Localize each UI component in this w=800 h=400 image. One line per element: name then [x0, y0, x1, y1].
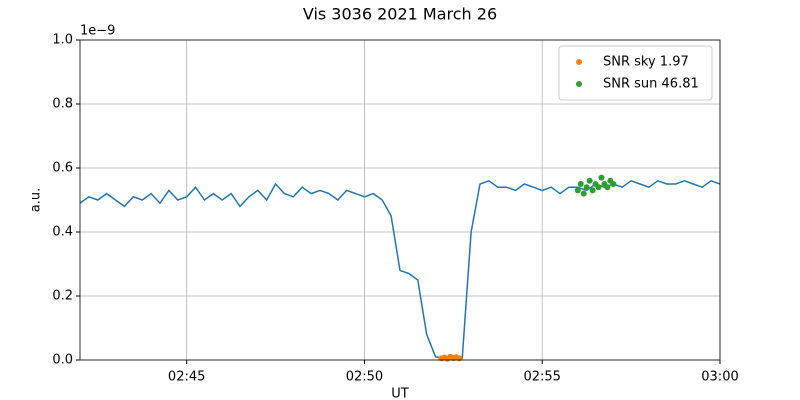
x-tick-label: 02:45 — [168, 370, 205, 385]
x-tick-label: 02:50 — [346, 370, 383, 385]
plot-frame — [79, 39, 721, 361]
data-point — [610, 181, 617, 187]
x-tick-label: 02:55 — [523, 370, 560, 385]
y-axis-label: a.u. — [29, 188, 44, 212]
data-point — [589, 187, 596, 194]
data-point — [595, 184, 602, 191]
y-tick-label: 1.0 — [52, 33, 73, 48]
data-point — [574, 187, 581, 194]
data-point — [577, 181, 584, 187]
data-point — [598, 174, 605, 181]
data-point — [604, 184, 611, 191]
x-axis-label: UT — [391, 387, 409, 400]
y-tick-label: 0.6 — [52, 161, 73, 176]
legend-marker — [576, 59, 582, 65]
legend-marker — [576, 81, 582, 87]
y-tick-label: 0.4 — [52, 225, 73, 240]
y-tick-label: 0.2 — [52, 289, 73, 304]
data-point — [583, 184, 590, 191]
y-offset-label: 1e−9 — [80, 24, 115, 39]
data-point — [580, 190, 587, 197]
y-tick-label: 0.0 — [52, 353, 73, 368]
chart-title: Vis 3036 2021 March 26 — [303, 5, 497, 24]
data-point — [586, 177, 593, 184]
x-tick-label: 03:00 — [701, 370, 738, 385]
legend-box — [558, 45, 713, 101]
legend-label: SNR sky 1.97 — [603, 55, 689, 70]
legend-label: SNR sun 46.81 — [603, 77, 699, 92]
y-tick-label: 0.8 — [52, 97, 73, 112]
data-point — [456, 355, 463, 362]
